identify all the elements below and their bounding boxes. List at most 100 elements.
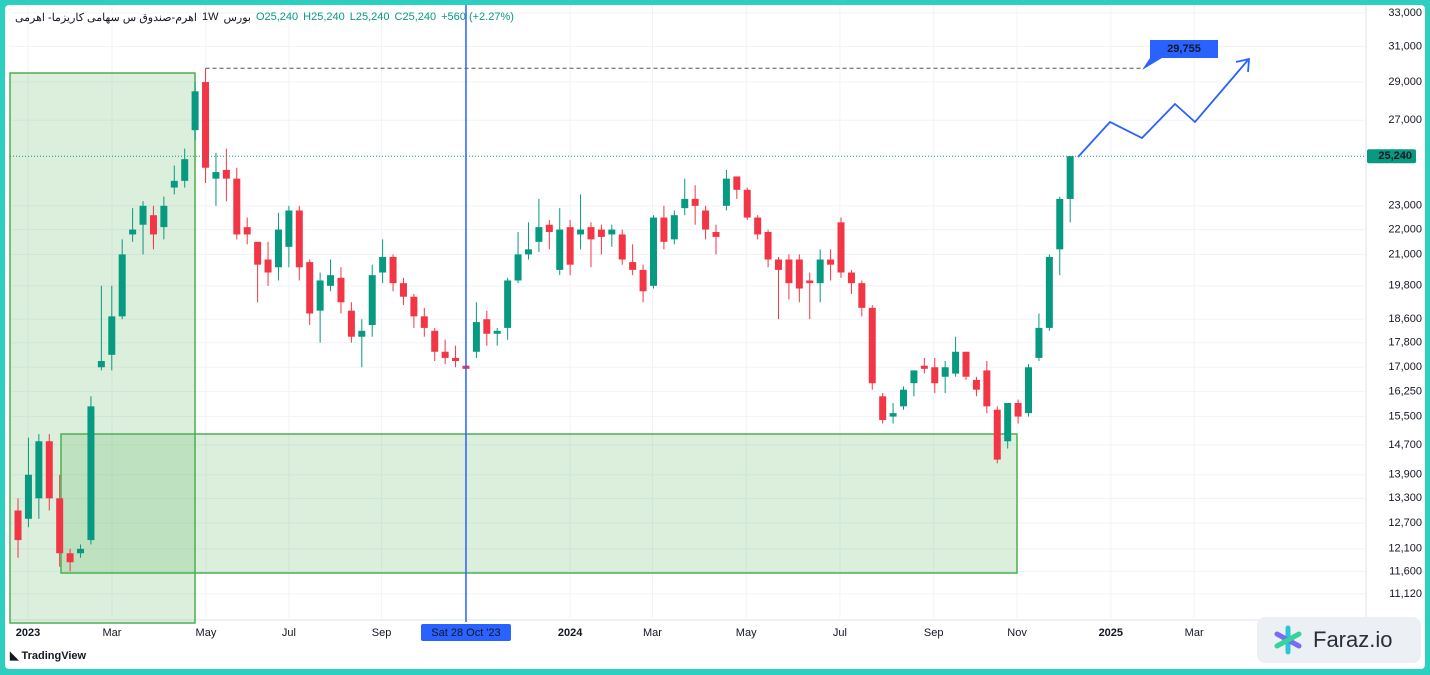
candle-body: [327, 275, 335, 286]
candle-body: [24, 474, 32, 519]
candle-body: [785, 259, 793, 284]
candle-body: [202, 82, 210, 168]
candle-body: [702, 210, 710, 230]
candle-body: [14, 510, 22, 541]
y-tick-label: 11,600: [1389, 565, 1422, 577]
y-tick-label: 13,300: [1388, 492, 1422, 504]
watermark-icon: [1274, 625, 1302, 655]
candle-body: [316, 280, 324, 311]
x-tick-label: May: [736, 627, 757, 639]
candle-body: [472, 322, 480, 352]
y-tick-label: 17,000: [1388, 361, 1422, 373]
candle-body: [347, 310, 355, 337]
candle-body: [535, 227, 543, 242]
y-tick-label: 16,250: [1388, 385, 1422, 397]
x-tick-label: May: [196, 627, 217, 639]
candle-body: [972, 379, 980, 390]
candle-body: [774, 259, 782, 270]
y-tick-label: 29,000: [1388, 76, 1422, 88]
candle-body: [1056, 198, 1064, 250]
candle-body: [587, 227, 595, 240]
candle-body: [233, 178, 241, 235]
candle-body: [1045, 256, 1053, 328]
candle-body: [483, 319, 491, 334]
y-tick-label: 22,000: [1388, 223, 1422, 235]
y-tick-label: 27,000: [1388, 114, 1422, 126]
x-tick-label: 2025: [1099, 627, 1123, 639]
y-tick-label: 15,500: [1388, 410, 1422, 422]
brand-text: TradingView: [21, 650, 87, 662]
candle-body: [1066, 156, 1074, 199]
candle-body: [441, 351, 449, 358]
y-tick-label: 21,000: [1388, 248, 1422, 260]
candle-body: [379, 256, 387, 273]
candle-body: [764, 231, 772, 260]
candle-body: [66, 553, 74, 563]
ohlc-high: H25,240: [303, 11, 345, 23]
candle-body: [285, 210, 293, 247]
interval: 1W: [201, 11, 219, 23]
candle-body: [420, 316, 428, 328]
candle-body: [597, 229, 605, 237]
crosshair-label: Sat 28 Oct '23: [431, 627, 500, 639]
candle-body: [931, 367, 939, 384]
target-label: 29,755: [1167, 43, 1201, 55]
candle-body: [629, 262, 637, 270]
y-tick-label: 11,120: [1389, 588, 1422, 600]
candle-body: [941, 367, 949, 377]
projection-head: [1235, 57, 1250, 73]
x-tick-label: Jul: [833, 627, 847, 639]
candle-body: [920, 365, 928, 369]
candle-body: [254, 241, 262, 265]
candle-body: [524, 249, 532, 255]
candle-body: [816, 259, 824, 284]
candle-body: [243, 227, 251, 235]
x-tick-label: 2024: [558, 627, 583, 639]
x-tick-label: Sep: [924, 627, 944, 639]
callout: [1142, 40, 1218, 70]
candle-body: [618, 234, 626, 260]
candle-body: [264, 259, 272, 273]
candle-body: [35, 441, 43, 499]
ohlc-open: O25,240: [255, 11, 299, 23]
candle-body: [45, 441, 53, 499]
last-price-box: [1367, 149, 1416, 164]
ohlc-low: L25,240: [349, 11, 390, 23]
candle-body: [358, 330, 366, 337]
candle-body: [431, 330, 439, 352]
ohlc-change: +560 (+2.27%): [441, 11, 514, 23]
x-tick-label: Nov: [1007, 627, 1027, 639]
candle-body: [868, 307, 876, 384]
candle-body: [514, 254, 522, 281]
candle-body: [1004, 402, 1012, 442]
candle-body: [1025, 367, 1033, 414]
candle-body: [389, 256, 397, 284]
candle-body: [993, 409, 1001, 460]
candle-body: [181, 159, 189, 181]
y-tick-label: 14,700: [1388, 439, 1422, 451]
ohlc-close: C25,240: [394, 11, 437, 23]
zone: [60, 433, 1018, 574]
y-tick-label: 31,000: [1388, 40, 1422, 52]
candle-body: [837, 222, 845, 273]
candle-body: [681, 198, 689, 209]
candle-body: [108, 316, 116, 355]
candle-body: [452, 357, 460, 362]
watermark-text: Faraz.io: [1313, 627, 1393, 652]
candle-body: [733, 176, 741, 190]
candle-body: [608, 229, 616, 235]
candle-body: [170, 180, 178, 188]
y-tick-label: 23,000: [1388, 200, 1422, 212]
legend-header: اهرم-صندوق س سهامی کاریزما- اهرمی 1W بور…: [15, 11, 514, 24]
candle-body: [722, 178, 730, 206]
y-tick-label: 33,000: [1388, 7, 1422, 19]
candle-body: [399, 283, 407, 297]
symbol: اهرم-صندوق س سهامی کاریزما- اهرمی: [15, 12, 197, 24]
candle-body: [139, 205, 147, 225]
y-tick-label: 13,900: [1388, 469, 1422, 481]
candle-body: [983, 370, 991, 407]
candle-body: [337, 277, 345, 303]
candle-body: [160, 205, 168, 228]
candle-body: [691, 198, 699, 206]
candle-body: [368, 275, 376, 325]
